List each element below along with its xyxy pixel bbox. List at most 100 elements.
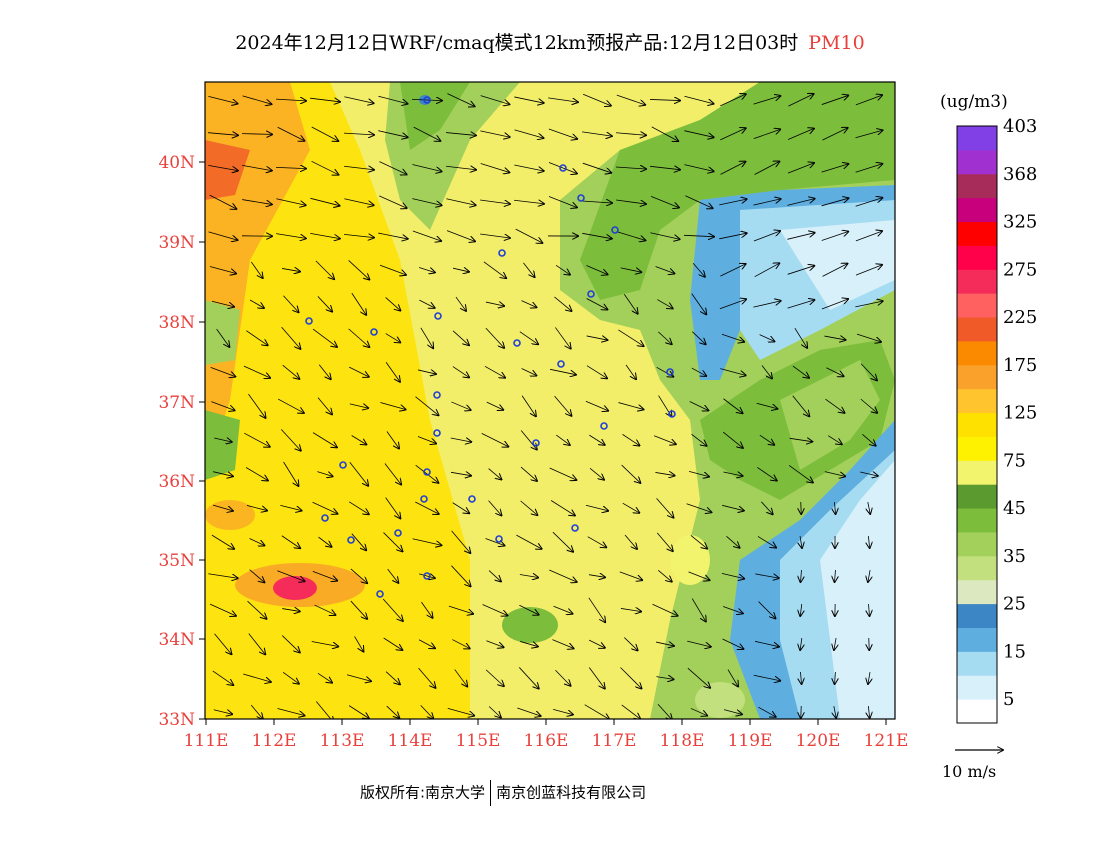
wind-arrow <box>620 267 642 272</box>
wind-arrow <box>483 261 506 278</box>
wind-arrow <box>277 126 305 141</box>
wind-arrow <box>485 669 504 686</box>
wind-arrow <box>822 128 847 141</box>
wind-arrow <box>753 129 780 139</box>
wind-arrow <box>834 638 836 650</box>
wind-arrow <box>216 328 230 347</box>
wind-arrow <box>834 501 835 514</box>
city-marker <box>498 249 506 257</box>
colorbar-swatch <box>957 603 997 628</box>
wind-arrow <box>588 575 605 578</box>
wind-arrow <box>649 99 680 100</box>
wind-arrow <box>616 94 645 105</box>
wind-arrow <box>555 669 570 685</box>
wind-arrow <box>757 536 776 547</box>
wind-arrow <box>860 472 878 476</box>
wind-arrow <box>821 232 849 241</box>
wind-arrow <box>350 600 367 619</box>
wind-arrow <box>276 233 306 239</box>
wind-arrow <box>618 402 644 410</box>
wind-arrow <box>618 329 643 346</box>
wind-arrow <box>378 130 407 138</box>
colorbar-swatch <box>957 317 997 342</box>
colorbar-label: 325 <box>1003 212 1037 233</box>
wind-arrow <box>519 604 538 614</box>
wind-arrow <box>753 231 780 242</box>
city-marker <box>339 461 347 469</box>
wind-arrow <box>488 570 501 582</box>
wind-arrow <box>420 327 433 348</box>
wind-arrow <box>379 264 406 275</box>
city-marker <box>423 572 431 580</box>
wind-arrow <box>520 641 538 646</box>
wind-arrow <box>868 705 869 718</box>
wind-arrow <box>382 598 403 621</box>
colorbar-swatch <box>957 245 997 270</box>
city-marker <box>321 514 329 522</box>
city-marker <box>394 529 402 537</box>
colorbar-swatch <box>957 221 997 246</box>
wind-arrow <box>242 95 272 104</box>
wind-arrow <box>721 572 744 578</box>
wind-arrow <box>516 534 541 549</box>
colorbar-swatch <box>957 651 997 676</box>
wind-arrow <box>822 264 848 277</box>
wind-arrow <box>619 571 642 580</box>
wind-arrow <box>446 166 476 170</box>
wind-arrow <box>519 574 538 577</box>
wind-arrow <box>650 232 679 240</box>
wind-arrow <box>485 302 504 306</box>
colorbar-swatch <box>957 508 997 533</box>
lon-label: 113E <box>320 731 365 751</box>
wind-arrow <box>349 461 368 486</box>
city-marker <box>423 96 431 104</box>
wind-arrow <box>486 401 504 410</box>
wind-arrow <box>318 364 331 379</box>
wind-arrow <box>243 365 270 378</box>
wind-arrow <box>517 707 540 716</box>
wind-arrow <box>719 199 746 206</box>
wind-arrow <box>588 639 605 648</box>
wind-arrow <box>760 501 772 515</box>
copyright-left: 版权所有:南京大学 <box>360 783 486 802</box>
city-marker <box>376 590 384 598</box>
wind-arrow <box>447 93 474 107</box>
city-marker <box>587 290 595 298</box>
copyright-footer: 版权所有:南京大学 南京创蓝科技有限公司 <box>360 780 646 806</box>
wind-arrow <box>692 331 705 345</box>
wind-arrow <box>214 438 232 442</box>
wind-arrow <box>552 639 573 649</box>
wind-arrow <box>514 200 544 204</box>
wind-arrow <box>455 296 466 311</box>
wind-arrow <box>242 164 272 170</box>
wind-arrow <box>788 94 813 107</box>
lon-label: 118E <box>660 731 705 751</box>
wind-arrow <box>418 667 436 688</box>
city-marker <box>420 495 428 503</box>
wind-arrow <box>800 638 802 650</box>
wind-arrow <box>586 336 608 340</box>
wind-arrow <box>622 434 640 445</box>
wind-arrow <box>556 434 569 445</box>
wind-arrow <box>385 497 401 519</box>
wind-arrow <box>821 299 848 310</box>
wind-arrow <box>868 672 870 684</box>
wind-arrow <box>485 327 504 348</box>
wind-arrow <box>281 268 300 271</box>
wind-arrow <box>249 569 265 583</box>
wind-arrow <box>789 438 813 441</box>
wind-arrow <box>446 230 475 242</box>
wind-arrow <box>209 194 237 209</box>
wind-arrow <box>586 298 608 309</box>
wind-arrow <box>421 601 432 618</box>
wind-arrow <box>452 502 469 514</box>
wind-arrow <box>283 295 298 312</box>
wind-arrow <box>684 164 713 172</box>
wind-arrow <box>792 365 809 378</box>
wind-arrow <box>589 434 604 445</box>
wind-arrow <box>379 195 406 208</box>
wind-arrow <box>555 327 570 348</box>
wind-arrow <box>862 434 875 445</box>
wind-arrow <box>787 199 814 206</box>
